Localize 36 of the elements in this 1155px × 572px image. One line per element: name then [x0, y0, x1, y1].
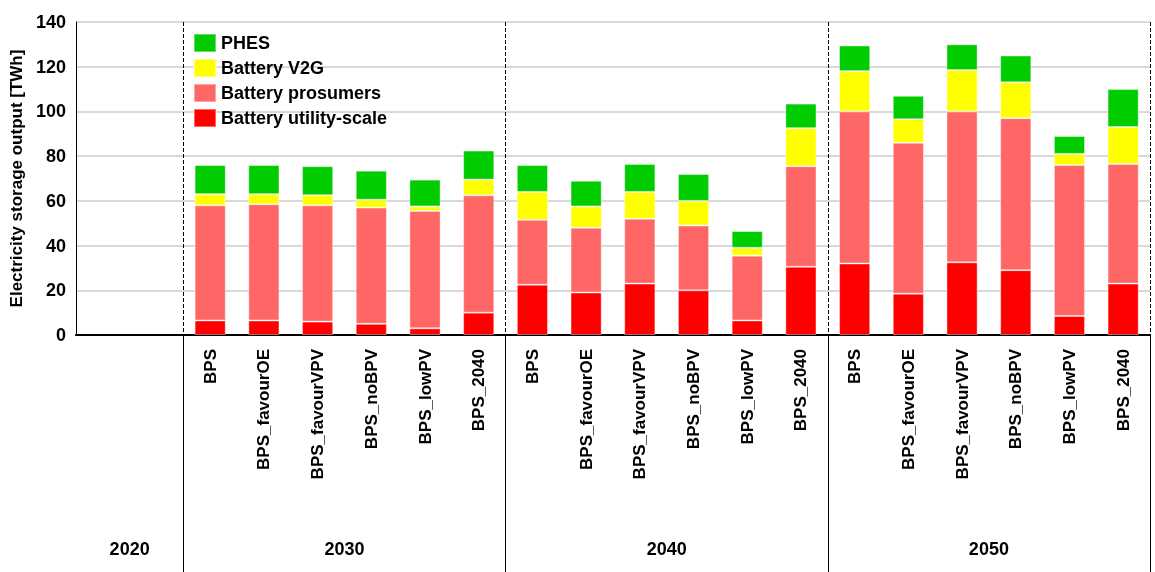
y-tick-label: 40: [45, 235, 66, 256]
text: 2040: [646, 539, 687, 559]
text: 2020: [109, 539, 150, 559]
y-tick-label: 120: [35, 56, 66, 77]
x-tick-label: BPS_noBPV: [684, 348, 704, 450]
x-tick-label: BPS_favourVPV: [630, 348, 650, 480]
x-tick-label: BPS_favourOE: [254, 349, 274, 470]
legend-label: Battery utility-scale: [221, 108, 388, 128]
x-tick-label: BPS_2040: [791, 349, 811, 432]
x-tick-label: BPS: [200, 349, 220, 384]
text: 2030: [324, 539, 365, 559]
x-tick-label: BPS_favourVPV: [952, 348, 972, 480]
y-tick-label: 140: [35, 12, 66, 32]
text: 2050: [968, 539, 1009, 559]
x-tick-label: BPS: [522, 349, 542, 384]
y-tick-label: 100: [35, 101, 66, 122]
legend-label: Battery prosumers: [221, 83, 382, 103]
x-tick-label: BPS: [845, 349, 865, 384]
x-tick-label: BPS_lowPV: [737, 348, 757, 445]
y-tick-label: 60: [45, 190, 66, 211]
y-tick-label: 0: [55, 325, 66, 345]
x-tick-label: BPS_lowPV: [1059, 348, 1079, 445]
y-tick-label: 80: [45, 146, 66, 167]
y-tick-label: 20: [45, 280, 66, 301]
x-tick-label: BPS_2040: [469, 349, 489, 432]
x-tick-label: BPS_noBPV: [361, 348, 381, 450]
bar: [409, 179, 441, 207]
x-tick-label: BPS_2040: [1113, 349, 1133, 432]
x-tick-label: BPS_favourVPV: [308, 348, 328, 480]
y-axis-title: Electricity storage output [TWh]: [7, 49, 26, 308]
x-tick-label: BPS_favourOE: [576, 349, 596, 470]
x-tick-label: BPS_noBPV: [1006, 348, 1026, 450]
x-tick-label: BPS_lowPV: [415, 348, 435, 445]
legend-label: Battery V2G: [221, 58, 325, 78]
legend-label: PHES: [221, 33, 271, 53]
x-tick-label: BPS_favourOE: [898, 349, 918, 470]
